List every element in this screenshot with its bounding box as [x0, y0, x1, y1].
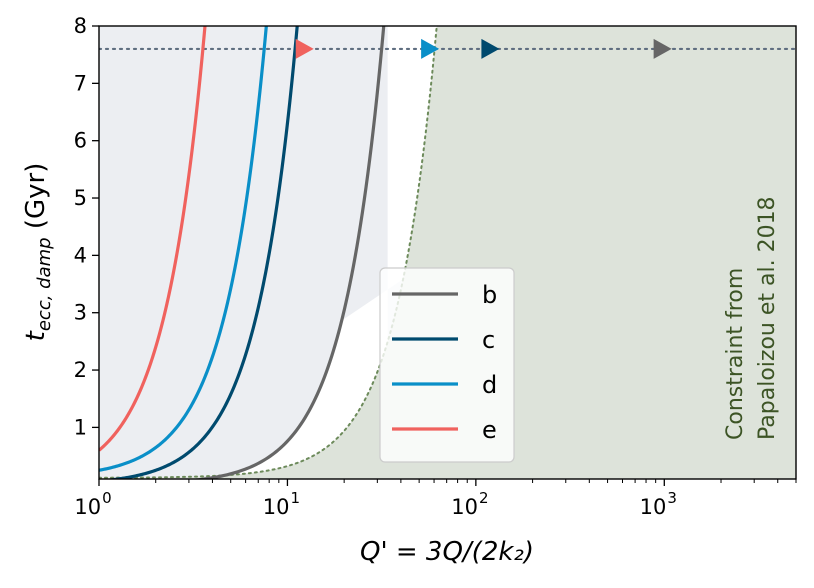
x-tick-label: 102: [451, 489, 488, 519]
y-tick-label: 3: [74, 301, 87, 325]
x-tick-label: 100: [74, 489, 111, 519]
age-marker-d: [421, 38, 440, 59]
plot-area: [99, 26, 796, 479]
y-tick-label: 5: [74, 186, 87, 210]
legend-label-b: b: [482, 281, 497, 309]
age-marker-c: [481, 38, 500, 59]
age-marker-b: [653, 38, 672, 59]
legend-box: [379, 267, 515, 463]
x-tick-label: 103: [640, 489, 677, 519]
constraint-fill: [99, 26, 796, 479]
y-axis-label-subscript: ecc, damp: [34, 237, 55, 331]
y-tick-label: 4: [74, 243, 87, 267]
legend-label-e: e: [482, 416, 497, 444]
y-axis-label: tecc, damp (Gyr): [21, 163, 55, 342]
x-tick-label: 101: [263, 489, 300, 519]
age-markers: [295, 38, 672, 59]
legend-label-c: c: [482, 326, 495, 354]
y-tick-label: 7: [74, 71, 87, 95]
constraint-annotation-line1: Constraint from: [723, 268, 748, 440]
y-tick-label: 6: [74, 129, 87, 153]
series-line-b: [191, 26, 386, 479]
series-line-c: [104, 26, 299, 479]
y-axis-label-unit: (Gyr): [21, 163, 51, 238]
x-axis-label: Q' = 3Q/(2k₂): [360, 537, 534, 567]
legend-label-d: d: [482, 371, 497, 399]
series-line-d: [99, 26, 268, 472]
y-axis-ticks: 1 2 3 4 5 6 7 8: [74, 14, 99, 439]
x-axis-ticks: 100 101 102 103: [74, 479, 797, 519]
constraint-annotation-line2: Papaloizou et al. 2018: [755, 196, 780, 440]
series-line-e: [99, 26, 207, 452]
age-marker-e: [295, 38, 314, 59]
y-tick-label: 2: [74, 358, 87, 382]
y-tick-label: 1: [74, 415, 87, 439]
y-tick-label: 8: [74, 14, 87, 38]
plot-frame: [98, 25, 797, 480]
series-curves: [99, 26, 386, 479]
y-axis-label-main: t: [21, 330, 51, 341]
